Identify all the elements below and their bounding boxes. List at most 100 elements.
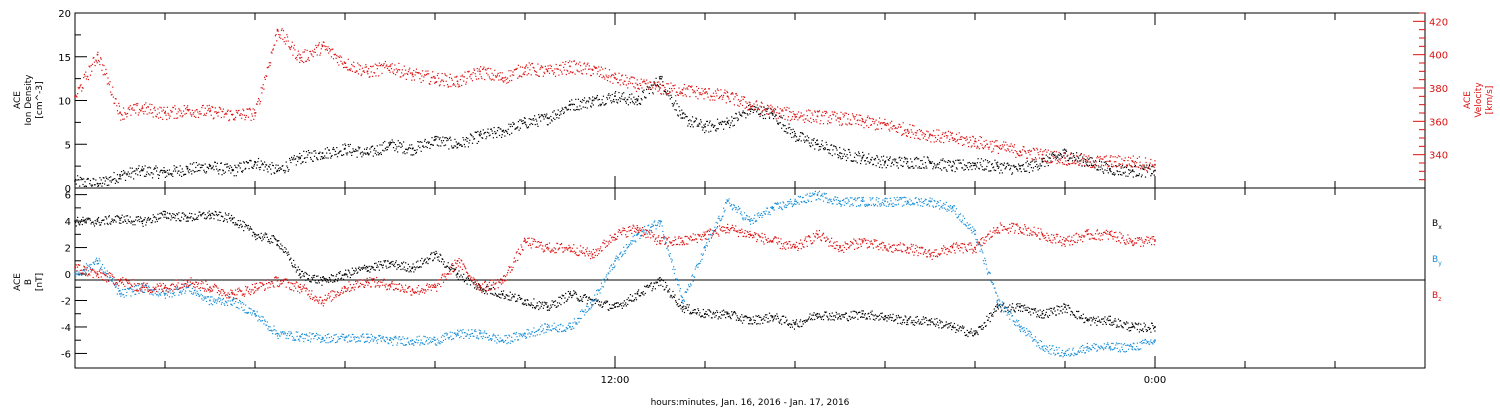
velocity-dot	[718, 97, 720, 100]
bx-dot	[146, 219, 148, 221]
velocity-dot	[245, 114, 247, 117]
velocity-dot	[453, 82, 455, 85]
velocity-dot	[548, 67, 550, 70]
bx-point	[501, 293, 504, 295]
velocity-dot	[841, 123, 843, 125]
density-dot	[552, 117, 555, 119]
bx-dot	[85, 218, 87, 220]
bx-dot	[876, 315, 878, 317]
bx-dot	[1061, 312, 1064, 314]
bx-dot	[1046, 308, 1048, 310]
density-dot	[1061, 156, 1064, 159]
velocity-dot	[1024, 150, 1026, 152]
density-dot	[423, 146, 425, 148]
velocity-dot	[83, 73, 85, 76]
velocity-dot	[984, 144, 987, 147]
bx-dot	[717, 318, 719, 320]
bx-dot	[795, 321, 797, 323]
velocity-dot	[458, 84, 460, 86]
bx-dot	[747, 323, 750, 325]
velocity-dot	[943, 135, 945, 137]
bx-dot	[753, 319, 755, 321]
bx-dot	[367, 269, 369, 272]
bx-dot	[890, 316, 892, 319]
bx-dot	[411, 267, 414, 269]
bx-dot	[604, 301, 606, 303]
bx-dot	[225, 214, 227, 216]
velocity-dot	[783, 107, 785, 109]
velocity-dot	[963, 143, 965, 146]
velocity-dot	[436, 74, 438, 77]
bx-dot	[716, 311, 719, 314]
density-dot	[856, 162, 858, 164]
velocity-dot	[1053, 150, 1055, 153]
velocity-dot	[804, 118, 806, 120]
density-dot	[681, 113, 684, 115]
bx-dot	[842, 316, 844, 318]
bx-dot	[388, 266, 390, 269]
velocity-dot	[542, 67, 544, 69]
density-dot	[466, 140, 468, 142]
velocity-series	[74, 28, 1156, 172]
bx-dot	[422, 262, 424, 264]
bx-dot	[701, 315, 703, 317]
density-dot	[732, 125, 734, 127]
bx-dot	[342, 278, 345, 280]
velocity-dot	[951, 132, 954, 134]
velocity-dot	[623, 83, 625, 86]
bx-dot	[816, 317, 819, 319]
bx-dot	[496, 295, 498, 297]
density-dot	[377, 151, 379, 154]
density-dot	[1045, 154, 1047, 156]
velocity-dot	[1105, 164, 1107, 166]
bx-dot	[1014, 311, 1016, 313]
velocity-dot	[496, 75, 498, 77]
velocity-dot	[409, 67, 411, 69]
density-dot	[181, 168, 183, 170]
velocity-dot	[574, 73, 576, 75]
bx-dot	[953, 327, 955, 329]
density-dot	[128, 175, 130, 178]
density-dot	[267, 171, 269, 173]
velocity-dot	[523, 74, 526, 76]
velocity-dot	[97, 59, 100, 62]
density-dot	[1047, 160, 1049, 162]
velocity-dot	[504, 76, 507, 78]
density-dot	[504, 135, 506, 137]
velocity-dot	[793, 113, 795, 115]
velocity-dot	[955, 133, 958, 135]
density-dot	[118, 178, 120, 180]
velocity-dot	[949, 131, 951, 133]
density-dot	[535, 118, 537, 120]
density-dot	[342, 144, 344, 146]
velocity-dot	[282, 30, 285, 32]
velocity-dot	[496, 74, 499, 76]
density-dot	[258, 166, 260, 169]
velocity-dot	[757, 108, 759, 110]
velocity-dot	[138, 112, 140, 114]
bx-dot	[466, 283, 468, 285]
velocity-dot	[902, 122, 904, 124]
bx-dot	[292, 266, 294, 268]
bx-dot	[1067, 304, 1069, 307]
density-dot	[1105, 161, 1107, 163]
velocity-dot	[155, 115, 157, 117]
density-dot	[347, 152, 349, 154]
velocity-dot	[506, 82, 508, 84]
velocity-dot	[236, 111, 238, 113]
velocity-dot	[497, 72, 499, 74]
density-dot	[462, 136, 464, 139]
bx-dot	[366, 270, 368, 273]
velocity-dot	[484, 68, 486, 70]
density-dot	[915, 165, 917, 167]
velocity-dot	[1065, 160, 1067, 162]
density-dot	[79, 185, 81, 187]
density-dot	[638, 103, 640, 105]
velocity-dot	[327, 46, 329, 48]
density-dot	[351, 154, 353, 157]
velocity-dot	[1117, 155, 1120, 157]
density-dot	[215, 165, 217, 167]
velocity-dot	[465, 83, 467, 85]
velocity-dot	[268, 66, 270, 68]
velocity-dot	[586, 63, 588, 66]
